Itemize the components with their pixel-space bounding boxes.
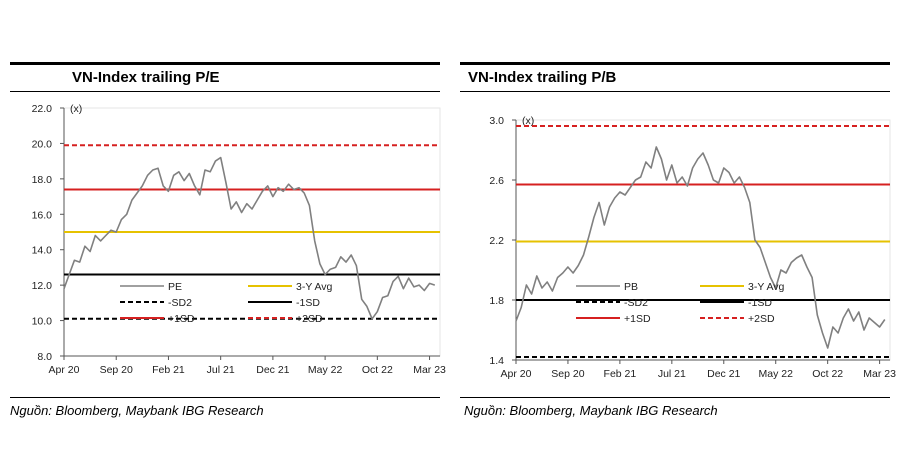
pb-y-tick-label: 2.2 xyxy=(489,235,504,247)
pb-y-tick-label: 1.4 xyxy=(489,355,504,367)
pe-x-tick-label: Apr 20 xyxy=(49,364,80,376)
pe-x-tick-label: May 22 xyxy=(308,364,343,376)
pb-x-tick-label: Mar 23 xyxy=(863,368,896,380)
pe-x-tick-label: Feb 21 xyxy=(152,364,185,376)
pe-legend-label: +2SD xyxy=(296,313,323,325)
pe-y-tick-label: 20.0 xyxy=(32,138,53,150)
pb-legend-label: PB xyxy=(624,281,638,293)
pe-series-pe xyxy=(63,156,436,320)
pb-x-tick-label: Apr 20 xyxy=(501,368,532,380)
pe-legend-label: -SD2 xyxy=(168,297,192,309)
pe-x-tick-label: Dec 21 xyxy=(256,364,289,376)
pe-x-tick-label: Jul 21 xyxy=(207,364,235,376)
pb-y-tick-label: 2.6 xyxy=(489,175,504,187)
pb-legend-label: +2SD xyxy=(748,313,775,325)
pb-chart: 3.0 2.6 2.2 1.8 1.4 (x) Apr 20 Sep 20 Feb 21 Jul … xyxy=(489,115,896,380)
pe-x-tick-label: Mar 23 xyxy=(413,364,446,376)
pb-x-tick-label: Feb 21 xyxy=(604,368,637,380)
pb-x-tick-label: May 22 xyxy=(759,368,794,380)
pb-legend-label: +1SD xyxy=(624,313,651,325)
pb-x-tick-label: Oct 22 xyxy=(812,368,843,380)
pe-chart-title: VN-Index trailing P/E xyxy=(72,69,220,86)
pe-y-tick-label: 10.0 xyxy=(32,316,53,328)
pe-y-tick-label: 14.0 xyxy=(32,245,53,257)
pe-unit-label: (x) xyxy=(70,103,82,115)
pe-title-bar: VN-Index trailing P/E xyxy=(10,62,440,92)
pb-y-tick-label: 1.8 xyxy=(489,295,504,307)
pb-x-tick-label: Dec 21 xyxy=(707,368,740,380)
pe-x-tick-label: Sep 20 xyxy=(100,364,133,376)
pb-source-bar: Nguồn: Bloomberg, Maybank IBG Research xyxy=(460,397,890,418)
pe-y-tick-label: 16.0 xyxy=(32,209,53,221)
pe-x-tick-label: Oct 22 xyxy=(362,364,393,376)
pe-legend-label: -1SD xyxy=(296,297,320,309)
pe-y-tick-label: 18.0 xyxy=(32,174,53,186)
pe-legend-label: +1SD xyxy=(168,313,195,325)
pe-y-tick-label: 8.0 xyxy=(37,351,52,363)
pb-plot-frame xyxy=(515,119,891,361)
pe-source-bar: Nguồn: Bloomberg, Maybank IBG Research xyxy=(10,397,440,418)
pe-chart: 22.0 20.0 18.0 16.0 14.0 12.0 10.0 8.0 (x) Apr 20… xyxy=(32,103,446,376)
pe-chart-panel: VN-Index trailing P/E 22.0 20.0 18.0 16.0 14… xyxy=(10,62,446,418)
pb-chart-title: VN-Index trailing P/B xyxy=(468,69,617,86)
pb-title-bar: VN-Index trailing P/B xyxy=(460,62,890,92)
pb-series-pb xyxy=(515,146,886,349)
pb-legend-label: -1SD xyxy=(748,297,772,309)
pb-x-tick-label: Sep 20 xyxy=(551,368,584,380)
pb-unit-label: (x) xyxy=(522,115,534,127)
pb-legend-label: -SD2 xyxy=(624,297,648,309)
pe-y-tick-label: 12.0 xyxy=(32,280,53,292)
pe-y-tick-label: 22.0 xyxy=(32,103,53,115)
pe-source-note: Nguồn: Bloomberg, Maybank IBG Research xyxy=(10,403,264,418)
pb-x-tick-label: Jul 21 xyxy=(658,368,686,380)
pb-legend-label: 3-Y Avg xyxy=(748,281,785,293)
pb-y-tick-label: 3.0 xyxy=(489,115,504,127)
pe-legend-label: 3-Y Avg xyxy=(296,281,333,293)
pb-chart-panel: VN-Index trailing P/B 3.0 2.6 2.2 1.8 1.4 (x)… xyxy=(450,0,900,474)
pe-legend-label: PE xyxy=(168,281,182,293)
pb-source-note: Nguồn: Bloomberg, Maybank IBG Research xyxy=(464,403,718,418)
